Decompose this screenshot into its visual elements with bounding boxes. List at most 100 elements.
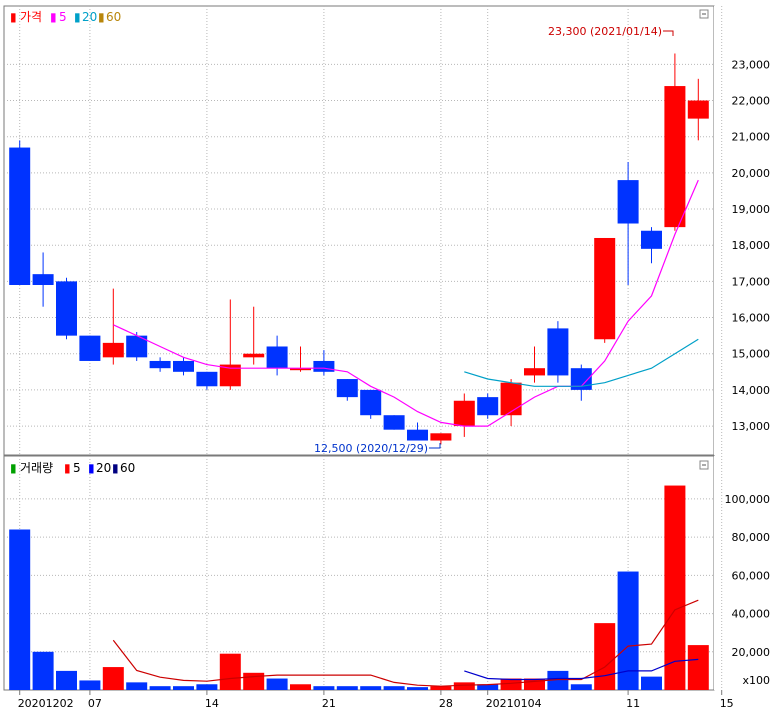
candle-body (243, 353, 265, 358)
volume-unit-label: x100 (742, 674, 770, 687)
candle-body (360, 389, 382, 416)
volume-legend-marker: ▮ (10, 461, 17, 475)
volume-bar (336, 686, 358, 690)
vol-ma5-legend-marker: ▮ (64, 461, 71, 475)
x-tick-label: 28 (439, 697, 453, 710)
candle-body (336, 379, 358, 398)
volume-bar (407, 687, 428, 690)
price-y-tick-label: 13,000 (732, 420, 771, 433)
vol-ma60-legend-label: 60 (120, 461, 135, 475)
volume-bar (196, 684, 218, 690)
candle-body (266, 346, 288, 369)
candle-body (524, 368, 545, 376)
volume-ma5-line (112, 599, 699, 687)
volume-bar (266, 678, 288, 690)
candle-body (313, 360, 335, 372)
candle-body (102, 342, 124, 358)
price-legend-marker: ▮ (10, 10, 17, 24)
ma20-line (464, 338, 699, 387)
candle-body (149, 360, 171, 369)
vol-ma20-legend-marker: ▮ (88, 461, 95, 475)
volume-bar (173, 686, 194, 690)
volume-bar (79, 680, 101, 690)
candle-body (570, 368, 592, 390)
low-price-annotation: 12,500 (2020/12/29) (314, 442, 428, 455)
candle-body (617, 180, 639, 224)
volume-bar (453, 682, 475, 690)
volume-bar (313, 686, 335, 690)
axis-label-layer: 13,000 14,000 15,000 16,000 17,000 18,000 19,0… (18, 58, 770, 710)
candle-body (383, 415, 405, 430)
price-legend: ▮ 가격 ▮ 5 ▮ 20 ▮ 60 (10, 10, 121, 24)
volume-series-layer (9, 485, 709, 690)
candle-body (500, 382, 522, 416)
price-axis-area (714, 6, 772, 455)
volume-panel-collapse-button[interactable] (699, 460, 709, 470)
x-tick-label: 20210104 (486, 697, 542, 710)
volume-bar (641, 676, 662, 690)
volume-y-tick-label: 20,000 (732, 646, 771, 659)
volume-bar (687, 645, 709, 690)
price-y-tick-label: 20,000 (732, 167, 771, 180)
ma5-legend-marker: ▮ (50, 10, 57, 24)
volume-bar (56, 670, 77, 690)
candle-body (547, 328, 569, 376)
price-y-tick-label: 15,000 (732, 348, 771, 361)
volume-bar (149, 686, 171, 690)
price-y-tick-label: 17,000 (732, 275, 771, 288)
volume-y-tick-label: 80,000 (732, 531, 771, 544)
candle-body (594, 237, 616, 340)
x-tick-label: 07 (88, 697, 102, 710)
ma5-line (113, 179, 699, 427)
candle-body (664, 86, 686, 228)
ma60-legend-marker: ▮ (98, 10, 105, 24)
candle-body (290, 368, 311, 371)
volume-legend: ▮ 거래량 ▮ 5 ▮ 20 ▮ 60 (10, 461, 135, 475)
candle-body (453, 400, 475, 427)
volume-bar (547, 670, 569, 690)
price-y-tick-label: 16,000 (732, 312, 771, 325)
volume-bar (570, 684, 592, 690)
candle-body (430, 433, 452, 441)
volume-bar (243, 672, 265, 690)
grid-layer (4, 6, 723, 690)
volume-bar (477, 684, 499, 690)
candle-body (126, 335, 148, 358)
high-annotation-arrow (663, 30, 674, 36)
volume-y-tick-label: 60,000 (732, 569, 771, 582)
price-y-tick-label: 18,000 (732, 239, 771, 252)
price-panel-collapse-button[interactable] (699, 9, 709, 19)
vol-ma20-legend-label: 20 (96, 461, 111, 475)
price-series-layer (9, 53, 709, 445)
candle-body (173, 360, 194, 372)
volume-ma20-line (464, 658, 699, 681)
price-y-tick-label: 22,000 (732, 95, 771, 108)
volume-bar (32, 651, 54, 690)
vol-ma5-legend-label: 5 (73, 461, 81, 475)
low-annotation-arrow (429, 443, 441, 449)
price-y-tick-label: 21,000 (732, 131, 771, 144)
candle-body (641, 230, 662, 249)
high-price-annotation: 23,300 (2021/01/14) (548, 25, 662, 38)
volume-bar (617, 571, 639, 690)
ma5-legend-label: 5 (59, 10, 67, 24)
candle-body (477, 397, 499, 416)
candle-body (9, 147, 31, 285)
volume-bar (594, 623, 616, 690)
candle-body (32, 274, 54, 285)
volume-bar (360, 686, 382, 690)
price-legend-label: 가격 (20, 10, 42, 24)
price-y-tick-label: 14,000 (732, 384, 771, 397)
volume-y-tick-label: 40,000 (732, 608, 771, 621)
volume-bar (664, 485, 686, 690)
x-tick-label: 11 (626, 697, 640, 710)
volume-bar (102, 667, 124, 690)
volume-bar (383, 686, 405, 690)
volume-bar (9, 529, 31, 690)
candle-body (56, 281, 77, 336)
volume-bar (500, 678, 522, 690)
volume-axis-area (714, 456, 772, 690)
ma20-legend-marker: ▮ (74, 10, 81, 24)
